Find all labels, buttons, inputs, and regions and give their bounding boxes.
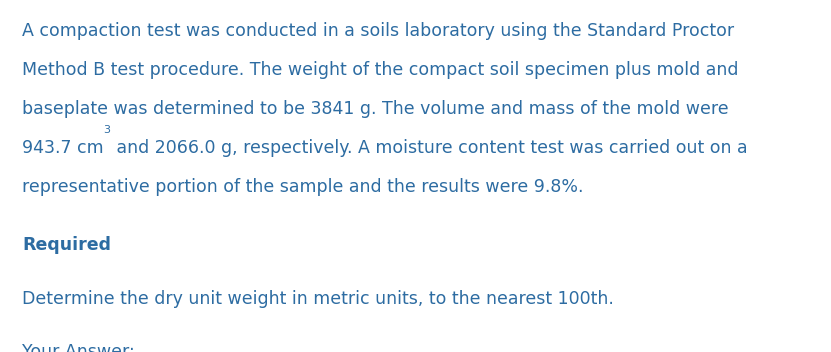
Text: representative portion of the sample and the results were 9.8%.: representative portion of the sample and… [22,178,583,196]
Text: Your Answer:: Your Answer: [22,342,135,352]
Text: baseplate was determined to be 3841 g. The volume and mass of the mold were: baseplate was determined to be 3841 g. T… [22,100,729,118]
Text: Determine the dry unit weight in metric units, to the nearest 100th.: Determine the dry unit weight in metric … [22,290,614,308]
Text: A compaction test was conducted in a soils laboratory using the Standard Proctor: A compaction test was conducted in a soi… [22,22,734,40]
Text: Method B test procedure. The weight of the compact soil specimen plus mold and: Method B test procedure. The weight of t… [22,61,739,79]
Text: and 2066.0 g, respectively. A moisture content test was carried out on a: and 2066.0 g, respectively. A moisture c… [111,139,747,157]
Text: Required: Required [22,236,111,254]
Text: 943.7 cm: 943.7 cm [22,139,104,157]
Text: 3: 3 [104,125,111,136]
